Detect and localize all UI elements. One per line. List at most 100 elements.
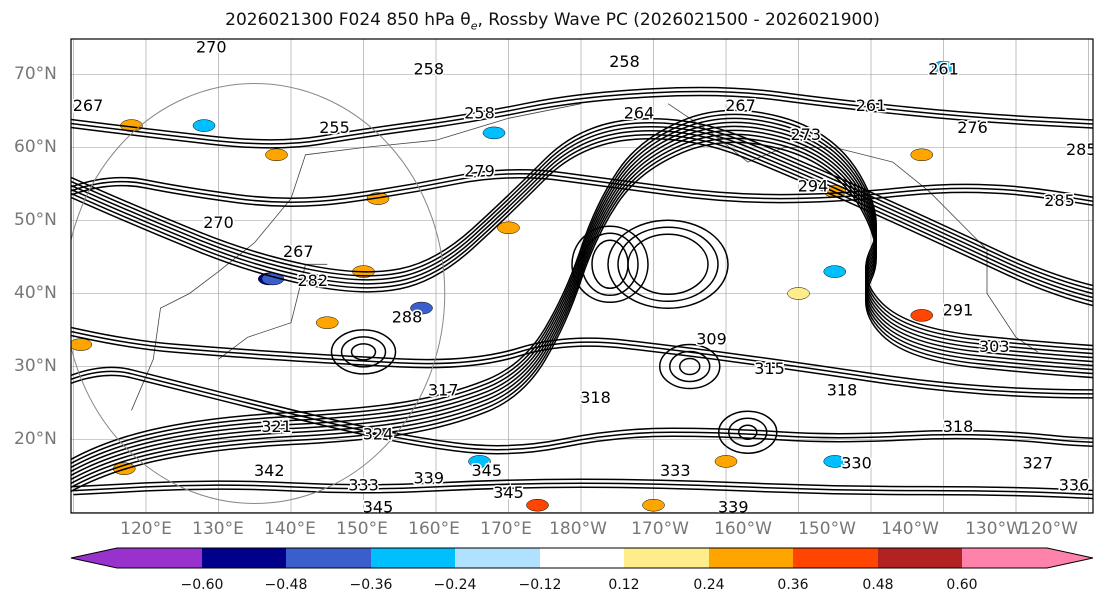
theta-e-contour	[71, 138, 1093, 307]
contour-label: 276	[957, 118, 988, 137]
theta-e-contour	[71, 173, 1093, 203]
colorbar-extend-left	[71, 548, 117, 568]
lon-label-170e: 170°E	[480, 519, 532, 539]
theta-e-contour	[571, 225, 649, 304]
theta-e-contour	[340, 336, 387, 368]
theta-e-contour	[738, 424, 758, 440]
contour-label: 267	[73, 96, 104, 115]
anomaly-patch	[71, 338, 92, 351]
theta-e-contour	[73, 478, 1093, 492]
anomaly-patch	[526, 498, 549, 512]
colorbar-tick: 0.48	[862, 577, 894, 593]
colorbar-tick: −0.24	[433, 577, 477, 593]
colorbar-tick: −0.60	[180, 577, 224, 593]
theta-e-contour	[71, 121, 1093, 473]
colorbar-segment	[117, 548, 202, 568]
contour-label: 327	[1022, 454, 1053, 473]
anomaly-patch	[642, 498, 665, 512]
contour-label: 255	[319, 118, 350, 137]
anomaly-patch	[787, 287, 810, 300]
theta-e-contour	[71, 122, 1093, 291]
contour-label: 258	[609, 52, 640, 71]
anomaly-patch	[714, 455, 738, 468]
colorbar-tick: −0.36	[349, 577, 393, 593]
contour-label: 339	[413, 468, 444, 487]
anomaly-patch	[265, 148, 288, 162]
theta-e-contour	[71, 334, 1093, 399]
theta-e-contour	[71, 169, 1093, 199]
lat-label-30n: 30°N	[14, 356, 57, 376]
theta-e-contour	[71, 134, 1093, 303]
contour-label: 282	[297, 271, 328, 290]
map-frame	[70, 38, 1094, 514]
contour-label: 261	[856, 96, 887, 115]
anomaly-patch	[910, 148, 933, 162]
contour-label: 267	[283, 242, 314, 261]
contour-label: 315	[754, 359, 785, 378]
theta-e-contour	[71, 366, 1093, 447]
contour-label: 345	[493, 483, 524, 502]
theta-e-contour	[659, 343, 721, 390]
lat-label-20n: 20°N	[14, 429, 57, 449]
coastline	[218, 263, 328, 360]
theta-e-contour	[607, 219, 729, 310]
theta-e-contour	[71, 109, 1093, 461]
contour-label: 285	[1066, 140, 1097, 159]
colorbar-segment	[793, 548, 878, 568]
anomaly-patch	[932, 60, 955, 74]
theta-e-contour	[71, 90, 1093, 145]
lat-label-70n: 70°N	[14, 64, 57, 84]
contour-label: 318	[827, 381, 858, 400]
colorbar-tick: 0.60	[946, 577, 978, 593]
colorbar-outline	[70, 547, 1094, 569]
contour-label: 291	[943, 300, 974, 319]
lon-label-130w: 130°W	[965, 519, 1023, 539]
lon-label-180w: 180°W	[549, 519, 607, 539]
colorbar-segment	[286, 548, 371, 568]
theta-e-contour	[71, 177, 1093, 207]
contour-label: 258	[464, 103, 495, 122]
contour-label: 330	[841, 454, 872, 473]
contour-label: 324	[363, 425, 394, 444]
theta-e-contour	[71, 130, 1093, 299]
contour-label: 261	[928, 60, 959, 79]
contour-label: 345	[363, 498, 394, 517]
contour-label: 261	[1008, 23, 1039, 42]
theta-e-contour	[73, 486, 1093, 500]
anomaly-patch	[192, 119, 216, 132]
colorbar-tick: 0.36	[777, 577, 809, 593]
lat-label-60n: 60°N	[14, 137, 57, 157]
colorbar-segment	[709, 548, 793, 568]
theta-e-contour	[71, 326, 1093, 391]
colorbar-extend-right	[1047, 548, 1093, 568]
theta-e-contour	[71, 94, 1093, 149]
lon-label-130e: 130°E	[192, 519, 244, 539]
theta-e-contour	[71, 86, 1093, 141]
contour-label: 270	[196, 38, 227, 57]
colorbar-segment	[624, 548, 709, 568]
theta-e-contour	[679, 357, 701, 376]
theta-e-contour	[71, 374, 1093, 455]
contour-labels: 2642672702582582552642582672732612612612…	[71, 23, 1097, 517]
lon-label-140e: 140°E	[264, 519, 316, 539]
colorbar-segment	[371, 548, 455, 568]
contour-label: 342	[254, 461, 285, 480]
theta-e-contour	[71, 141, 1093, 493]
contour-label: 303	[979, 337, 1010, 356]
anomaly-patch	[410, 301, 433, 315]
contour-label: 288	[392, 308, 423, 327]
lon-label-150e: 150°E	[336, 519, 388, 539]
lon-label-160w: 160°W	[714, 519, 772, 539]
colorbar-segment	[202, 548, 286, 568]
contour-label: 318	[943, 417, 974, 436]
contour-label: 294	[798, 176, 829, 195]
lat-label-40n: 40°N	[14, 283, 57, 303]
lat-label-50n: 50°N	[14, 210, 57, 230]
contour-label: 267	[725, 96, 756, 115]
contour-label: 264	[624, 103, 655, 122]
anomaly-patch	[823, 455, 846, 468]
anomaly-patch	[910, 309, 933, 322]
theta-e-contour	[71, 126, 1093, 295]
lon-label-120e: 120°E	[120, 519, 172, 539]
